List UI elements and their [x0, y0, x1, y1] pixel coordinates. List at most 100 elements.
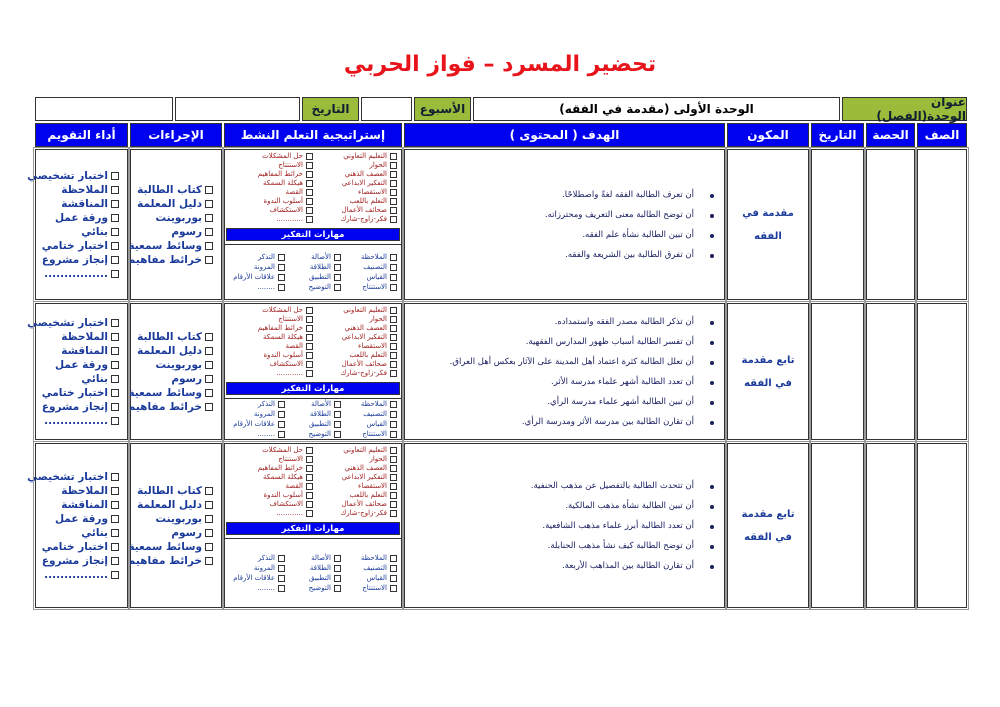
evaluation-option[interactable]: اختبار تشخيصي	[27, 170, 119, 182]
strategy-option[interactable]: هيكلة السمكة	[229, 473, 313, 482]
evaluation-option[interactable]: اختبار ختامي	[36, 240, 119, 252]
thinking-skill-option[interactable]: الملاحظة	[341, 553, 397, 563]
checkbox[interactable]	[390, 400, 397, 408]
checkbox[interactable]	[390, 273, 397, 281]
checkbox[interactable]	[390, 333, 397, 341]
thinking-skill-option[interactable]: الطلاقة	[285, 409, 341, 419]
checkbox[interactable]	[111, 241, 119, 250]
checkbox[interactable]	[334, 410, 341, 418]
strategy-option[interactable]: هيكلة السمكة	[229, 179, 313, 188]
checkbox[interactable]	[390, 584, 397, 592]
checkbox[interactable]	[334, 574, 341, 582]
checkbox[interactable]	[334, 283, 341, 291]
procedure-option[interactable]: كتاب الطالبة	[131, 184, 213, 196]
procedure-option[interactable]: رسوم	[131, 226, 213, 238]
checkbox[interactable]	[334, 263, 341, 271]
checkbox[interactable]	[111, 500, 119, 509]
checkbox[interactable]	[306, 315, 313, 323]
strategy-option[interactable]: حل المشكلات	[229, 446, 313, 455]
strategy-option[interactable]: الاستكشاف	[229, 360, 313, 369]
thinking-skill-option[interactable]: التطبيق	[285, 272, 341, 282]
thinking-skill-option[interactable]: التطبيق	[285, 419, 341, 429]
strategy-option[interactable]: صحائف الأعمال	[313, 500, 397, 509]
thinking-skill-option[interactable]: الأصالة	[285, 399, 341, 409]
date-field[interactable]	[175, 97, 300, 121]
checkbox[interactable]	[390, 188, 397, 196]
checkbox[interactable]	[278, 263, 285, 271]
thinking-skill-option[interactable]: المرونة	[229, 262, 285, 272]
procedure-option[interactable]: وسائط سمعية	[128, 240, 213, 252]
checkbox[interactable]	[205, 213, 213, 222]
thinking-skill-option[interactable]: القياس	[341, 573, 397, 583]
thinking-skill-option[interactable]: الطلاقة	[285, 262, 341, 272]
strategy-option[interactable]: التفكير الابداعي	[313, 179, 397, 188]
checkbox[interactable]	[306, 188, 313, 196]
checkbox[interactable]	[278, 283, 285, 291]
checkbox[interactable]	[390, 500, 397, 508]
checkbox[interactable]	[306, 197, 313, 205]
procedure-option[interactable]: وسائط سمعية	[128, 387, 213, 399]
checkbox[interactable]	[306, 324, 313, 332]
checkbox[interactable]	[205, 514, 213, 523]
checkbox[interactable]	[334, 564, 341, 572]
thinking-skill-option[interactable]: التصنيف	[341, 409, 397, 419]
thinking-skill-option[interactable]: الاستنتاج	[341, 429, 397, 439]
checkbox[interactable]	[111, 360, 119, 369]
checkbox[interactable]	[278, 554, 285, 562]
checkbox[interactable]	[306, 161, 313, 169]
evaluation-option[interactable]: إنجاز مشروع	[36, 555, 119, 567]
checkbox[interactable]	[390, 197, 397, 205]
checkbox[interactable]	[306, 215, 313, 223]
strategy-option[interactable]: هيكلة السمكة	[229, 333, 313, 342]
evaluation-option[interactable]: اختبار تشخيصي	[27, 471, 119, 483]
checkbox[interactable]	[306, 179, 313, 187]
checkbox[interactable]	[111, 199, 119, 208]
evaluation-option[interactable]: المناقشة	[36, 198, 119, 210]
checkbox[interactable]	[390, 464, 397, 472]
checkbox[interactable]	[111, 374, 119, 383]
checkbox[interactable]	[390, 574, 397, 582]
checkbox[interactable]	[334, 400, 341, 408]
procedure-option[interactable]: رسوم	[131, 373, 213, 385]
checkbox[interactable]	[278, 574, 285, 582]
unit-value[interactable]: الوحدة الأولى (مقدمة في الفقه)	[473, 97, 840, 121]
checkbox[interactable]	[390, 420, 397, 428]
checkbox[interactable]	[278, 400, 285, 408]
checkbox[interactable]	[111, 388, 119, 397]
checkbox[interactable]	[278, 584, 285, 592]
checkbox[interactable]	[306, 342, 313, 350]
strategy-option[interactable]: أسلوب الندوة	[229, 491, 313, 500]
thinking-skill-option[interactable]: الطلاقة	[285, 563, 341, 573]
thinking-skill-option[interactable]: الملاحظة	[341, 252, 397, 262]
checkbox[interactable]	[278, 430, 285, 438]
checkbox[interactable]	[390, 360, 397, 368]
checkbox[interactable]	[205, 402, 213, 411]
strategy-option[interactable]: التعليم التعاوني	[313, 152, 397, 161]
evaluation-option[interactable]: ................	[36, 268, 119, 280]
evaluation-option[interactable]: ورقة عمل	[36, 513, 119, 525]
checkbox[interactable]	[111, 269, 119, 278]
checkbox[interactable]	[390, 170, 397, 178]
date-cell[interactable]	[809, 441, 866, 610]
checkbox[interactable]	[334, 430, 341, 438]
checkbox[interactable]	[306, 170, 313, 178]
checkbox[interactable]	[306, 509, 313, 517]
checkbox[interactable]	[390, 491, 397, 499]
strategy-option[interactable]: فكر-زاوج-شارك	[313, 215, 397, 224]
checkbox[interactable]	[390, 509, 397, 517]
checkbox[interactable]	[390, 253, 397, 261]
checkbox[interactable]	[306, 306, 313, 314]
checkbox[interactable]	[205, 360, 213, 369]
procedure-option[interactable]: رسوم	[131, 527, 213, 539]
strategy-option[interactable]: صحائف الأعمال	[313, 206, 397, 215]
evaluation-option[interactable]: الملاحظة	[36, 485, 119, 497]
evaluation-option[interactable]: المناقشة	[36, 499, 119, 511]
checkbox[interactable]	[278, 253, 285, 261]
evaluation-option[interactable]: ................	[36, 415, 119, 427]
checkbox[interactable]	[205, 388, 213, 397]
strategy-option[interactable]: التعلم باللعب	[313, 491, 397, 500]
strategy-option[interactable]: العصف الذهني	[313, 170, 397, 179]
procedure-option[interactable]: كتاب الطالبة	[131, 485, 213, 497]
period-cell[interactable]	[864, 441, 917, 610]
class-cell[interactable]	[915, 441, 969, 610]
